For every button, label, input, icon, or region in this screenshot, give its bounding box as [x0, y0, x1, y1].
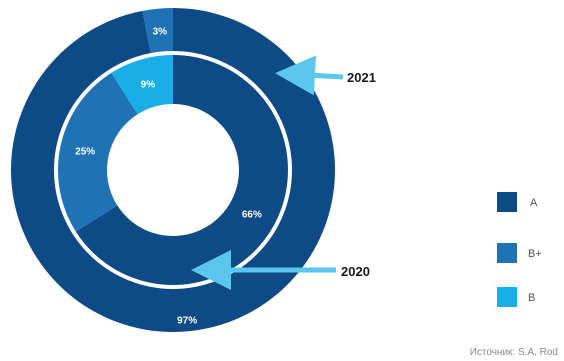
- legend-swatch-bplus: [497, 243, 517, 263]
- slice-2021-bplus: [142, 8, 173, 55]
- annotation-2021: 2021: [347, 70, 376, 85]
- legend-label-bplus: B+: [528, 248, 542, 260]
- slice-2020-b: [110, 54, 173, 115]
- data-label-2021-a: 97%: [177, 315, 197, 326]
- ring-separator: [54, 51, 292, 289]
- legend-label-a: A: [530, 197, 538, 209]
- legend-swatch-a: [497, 192, 517, 212]
- data-label-2021-bplus: 3%: [153, 27, 168, 38]
- outer-ring-2021: [11, 8, 336, 332]
- arrow-2021: [275, 55, 344, 96]
- data-label-2020-b: 9%: [141, 80, 156, 91]
- data-label-2020-a: 66%: [242, 209, 262, 220]
- slice-2020-bplus: [57, 72, 138, 233]
- source-note: Источник: S.A. Rod: [470, 347, 558, 358]
- legend: A B+ B: [497, 192, 542, 307]
- annotation-2020: 2020: [341, 264, 370, 279]
- legend-label-b: B: [528, 292, 535, 304]
- data-label-2020-bplus: 25%: [75, 146, 95, 157]
- legend-swatch-b: [497, 287, 517, 307]
- inner-ring-2020: [57, 54, 289, 287]
- ring-separator-circle: [54, 51, 292, 289]
- data-labels: 97% 3% 66% 25% 9%: [75, 27, 262, 327]
- slice-2020-a: [75, 54, 289, 287]
